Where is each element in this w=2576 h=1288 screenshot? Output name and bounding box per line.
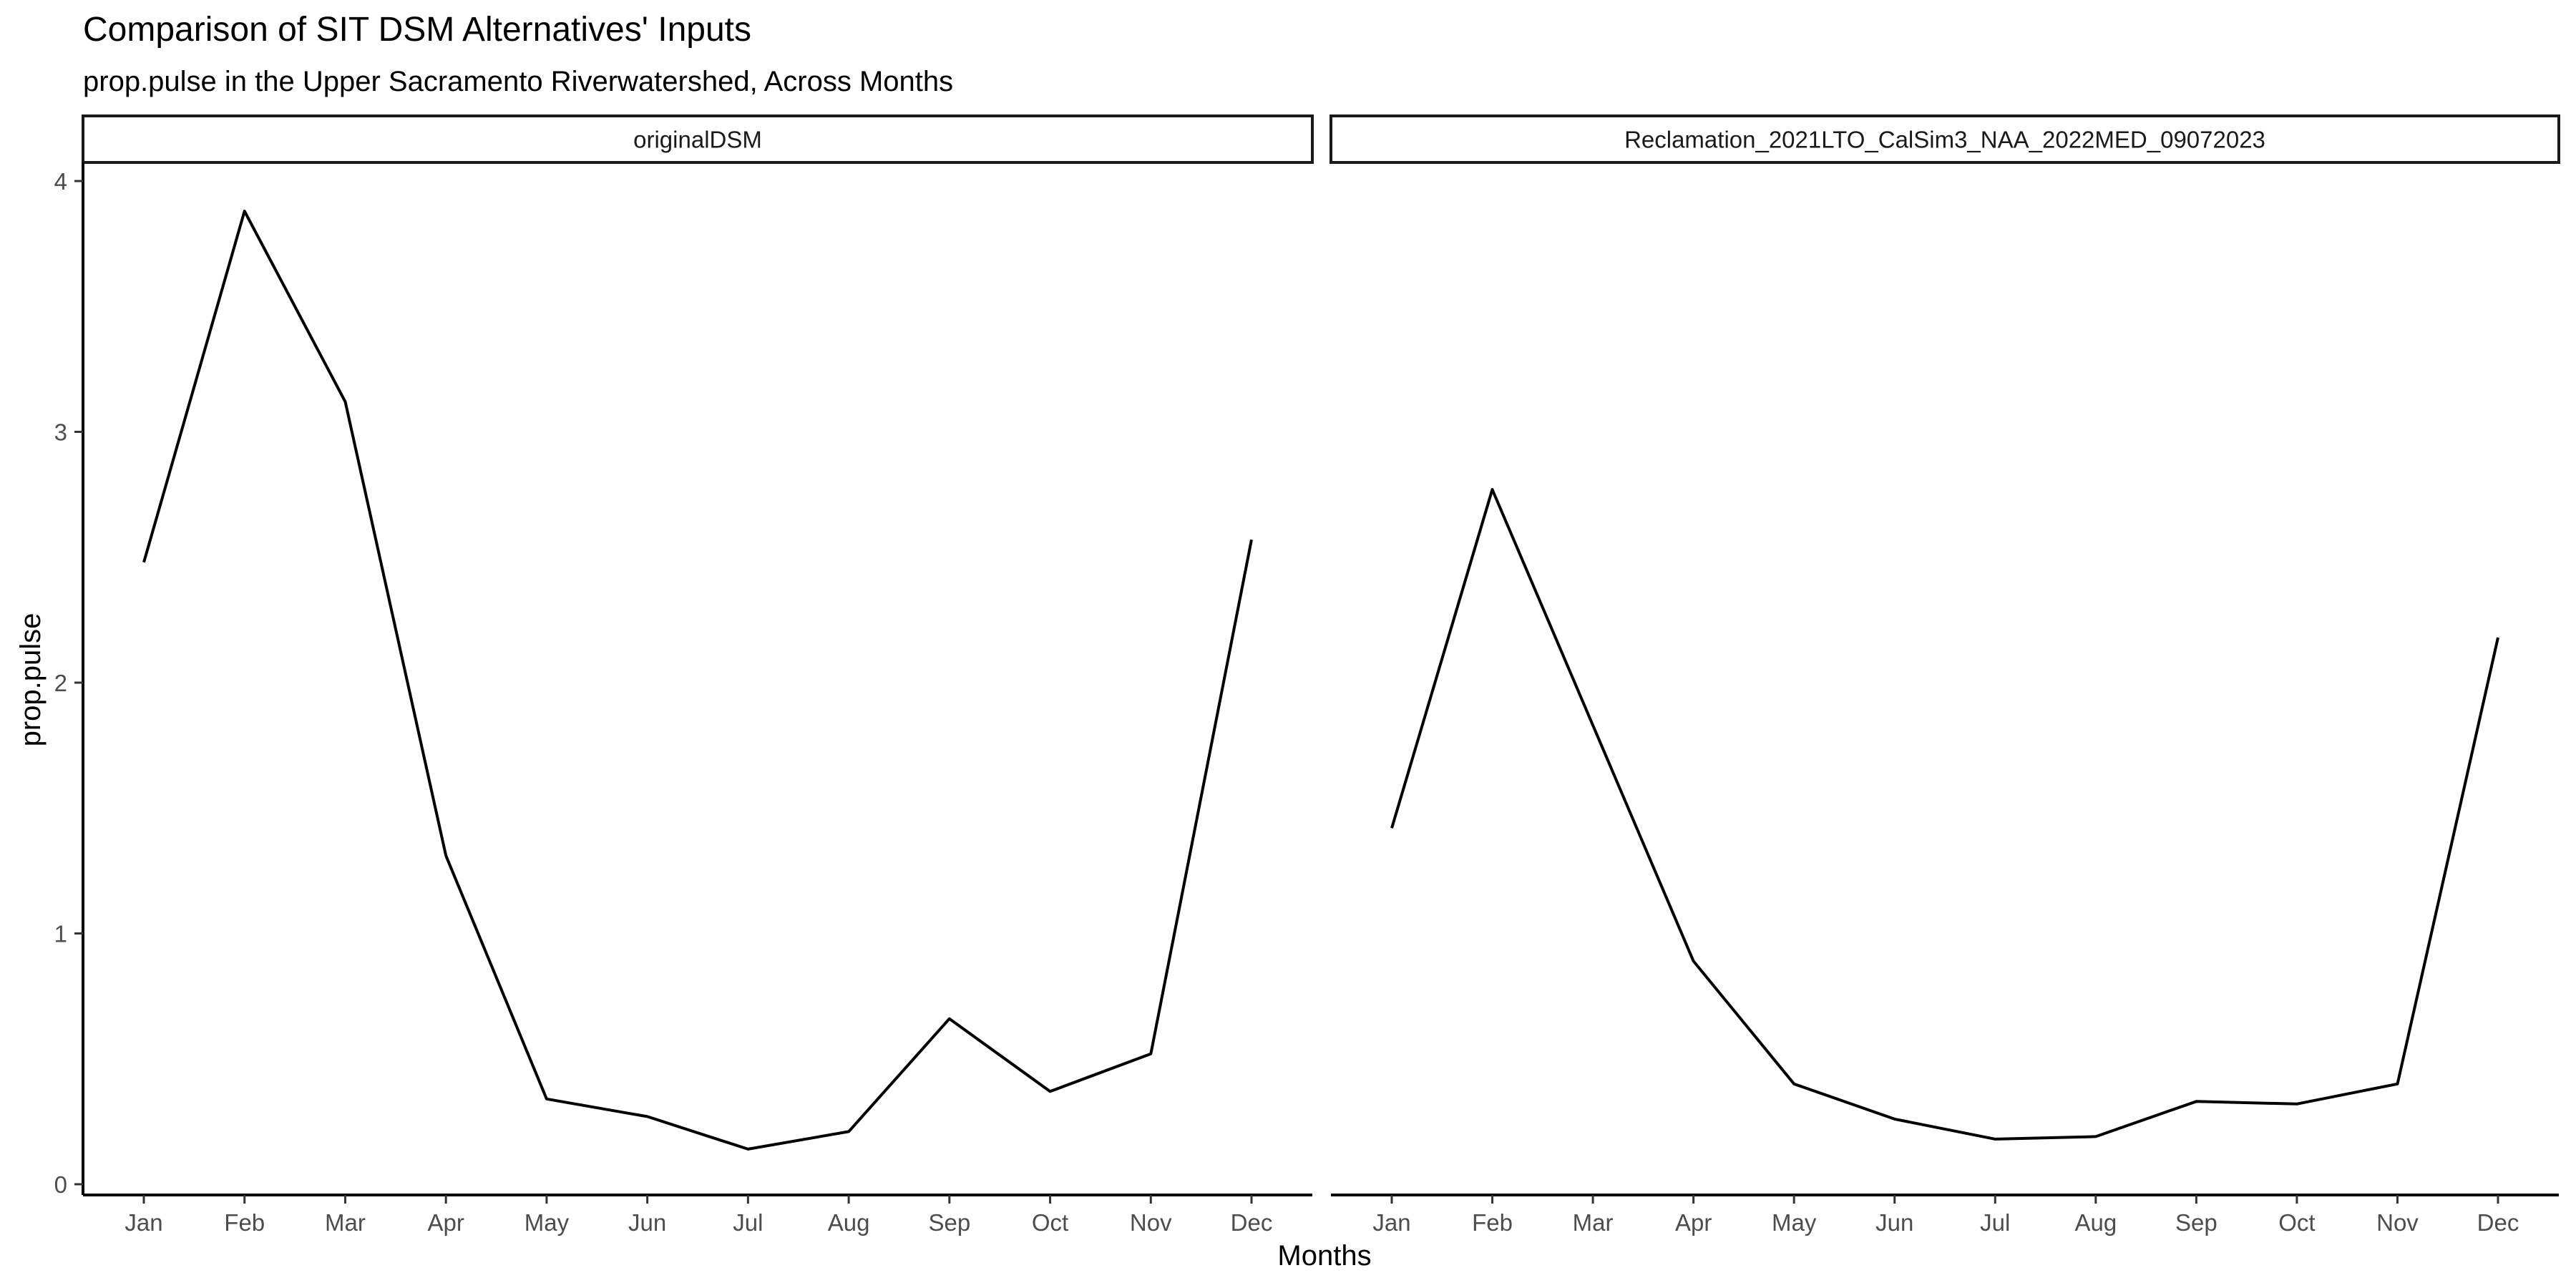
x-tick-label: May — [525, 1209, 570, 1236]
chart-subtitle: prop.pulse in the Upper Sacramento River… — [83, 66, 953, 97]
x-tick-label: Apr — [428, 1209, 464, 1236]
y-tick-label: 4 — [54, 168, 67, 195]
series-line — [1392, 489, 2498, 1139]
panels-layer: originalDSM 0 1 2 3 4 Jan Feb Mar Apr May Jun Jul Aug… — [54, 116, 2559, 1236]
chart-title: Comparison of SIT DSM Alternatives' Inpu… — [83, 11, 751, 49]
x-tick-label: Jan — [125, 1209, 162, 1236]
x-tick-label: Mar — [325, 1209, 366, 1236]
x-tick-label: Feb — [224, 1209, 265, 1236]
x-axis-label: Months — [1277, 1240, 1371, 1272]
x-tick-label: Jun — [628, 1209, 666, 1236]
x-tick-label: Jan — [1372, 1209, 1410, 1236]
x-tick-label: Sep — [928, 1209, 970, 1236]
x-tick-label: Aug — [828, 1209, 870, 1236]
x-tick-label: Jul — [1980, 1209, 2010, 1236]
panel-2: Reclamation_2021LTO_CalSim3_NAA_2022MED_… — [1331, 116, 2559, 1236]
panel-1: originalDSM 0 1 2 3 4 Jan Feb Mar Apr May Jun Jul Aug… — [54, 116, 1312, 1236]
x-tick-label: Feb — [1472, 1209, 1513, 1236]
x-tick-label: May — [1772, 1209, 1817, 1236]
y-tick-label: 0 — [54, 1171, 67, 1198]
x-tick-label: Oct — [1032, 1209, 1068, 1236]
x-tick-label: Nov — [1130, 1209, 1172, 1236]
y-tick-label: 2 — [54, 670, 67, 696]
x-tick-label: Apr — [1675, 1209, 1712, 1236]
x-tick-label: Dec — [2477, 1209, 2519, 1236]
x-tick-label: Sep — [2175, 1209, 2218, 1236]
x-tick-label: Nov — [2376, 1209, 2419, 1236]
facet-strip-label: Reclamation_2021LTO_CalSim3_NAA_2022MED_… — [1624, 127, 2265, 153]
x-tick-label: Mar — [1573, 1209, 1614, 1236]
x-tick-label: Oct — [2278, 1209, 2315, 1236]
x-tick-label: Dec — [1231, 1209, 1273, 1236]
series-line — [144, 211, 1252, 1149]
x-tick-label: Jun — [1875, 1209, 1913, 1236]
y-axis-label: prop.pulse — [15, 613, 47, 747]
x-tick-label: Aug — [2074, 1209, 2117, 1236]
y-tick-label: 3 — [54, 419, 67, 446]
facet-strip-label: originalDSM — [633, 127, 762, 153]
y-tick-label: 1 — [54, 921, 67, 947]
x-tick-label: Jul — [733, 1209, 763, 1236]
